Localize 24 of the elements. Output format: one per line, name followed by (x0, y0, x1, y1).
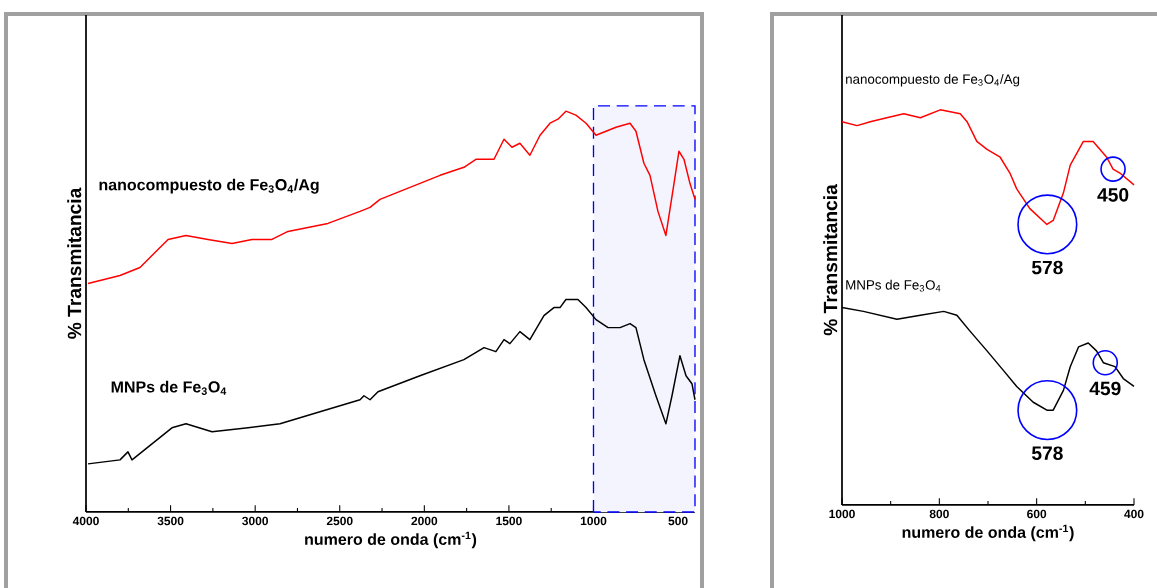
y-axis-title: % Transmitancia (823, 184, 838, 336)
x-tick-label: 1000 (829, 509, 855, 519)
x-tick-label: 600 (1027, 509, 1047, 519)
text: MNPs de Fe$_{3}$O$_{4}$ (111, 380, 227, 395)
x-tick-label: 3500 (157, 516, 184, 526)
annotation: 578 (1031, 260, 1063, 275)
x-tick-label: 1500 (496, 516, 522, 526)
series-label: nanocompuesto de Fe$_{3}$O$_{4}$/Ag (99, 178, 319, 194)
x-tick-label: 800 (929, 509, 949, 519)
annotation: 578 (1031, 446, 1063, 461)
annotation: 459 (1089, 381, 1121, 396)
text: nanocompuesto de Fe$_{3}$O$_{4}$/Ag (846, 74, 1020, 87)
x-axis-title: numero de onda (cm$^{-1}$) (902, 524, 1074, 542)
x-tick-label: 2000 (411, 516, 438, 526)
x-tick-label: 400 (1124, 509, 1144, 519)
x-tick-label: 4000 (72, 516, 99, 526)
x-tick-label: 3000 (242, 516, 269, 526)
annotation: 450 (1097, 188, 1129, 202)
series-label: MNPs de Fe$_{3}$O$_{4}$ (846, 279, 941, 292)
x-tick-label: 1000 (580, 516, 607, 526)
x-axis-title: numero de onda (cm$^{-1}$) (305, 531, 477, 549)
y-axis-title: % Transmitancia (67, 187, 82, 339)
x-tick-label: 500 (668, 516, 688, 526)
x-tick-label: 2500 (326, 516, 353, 526)
